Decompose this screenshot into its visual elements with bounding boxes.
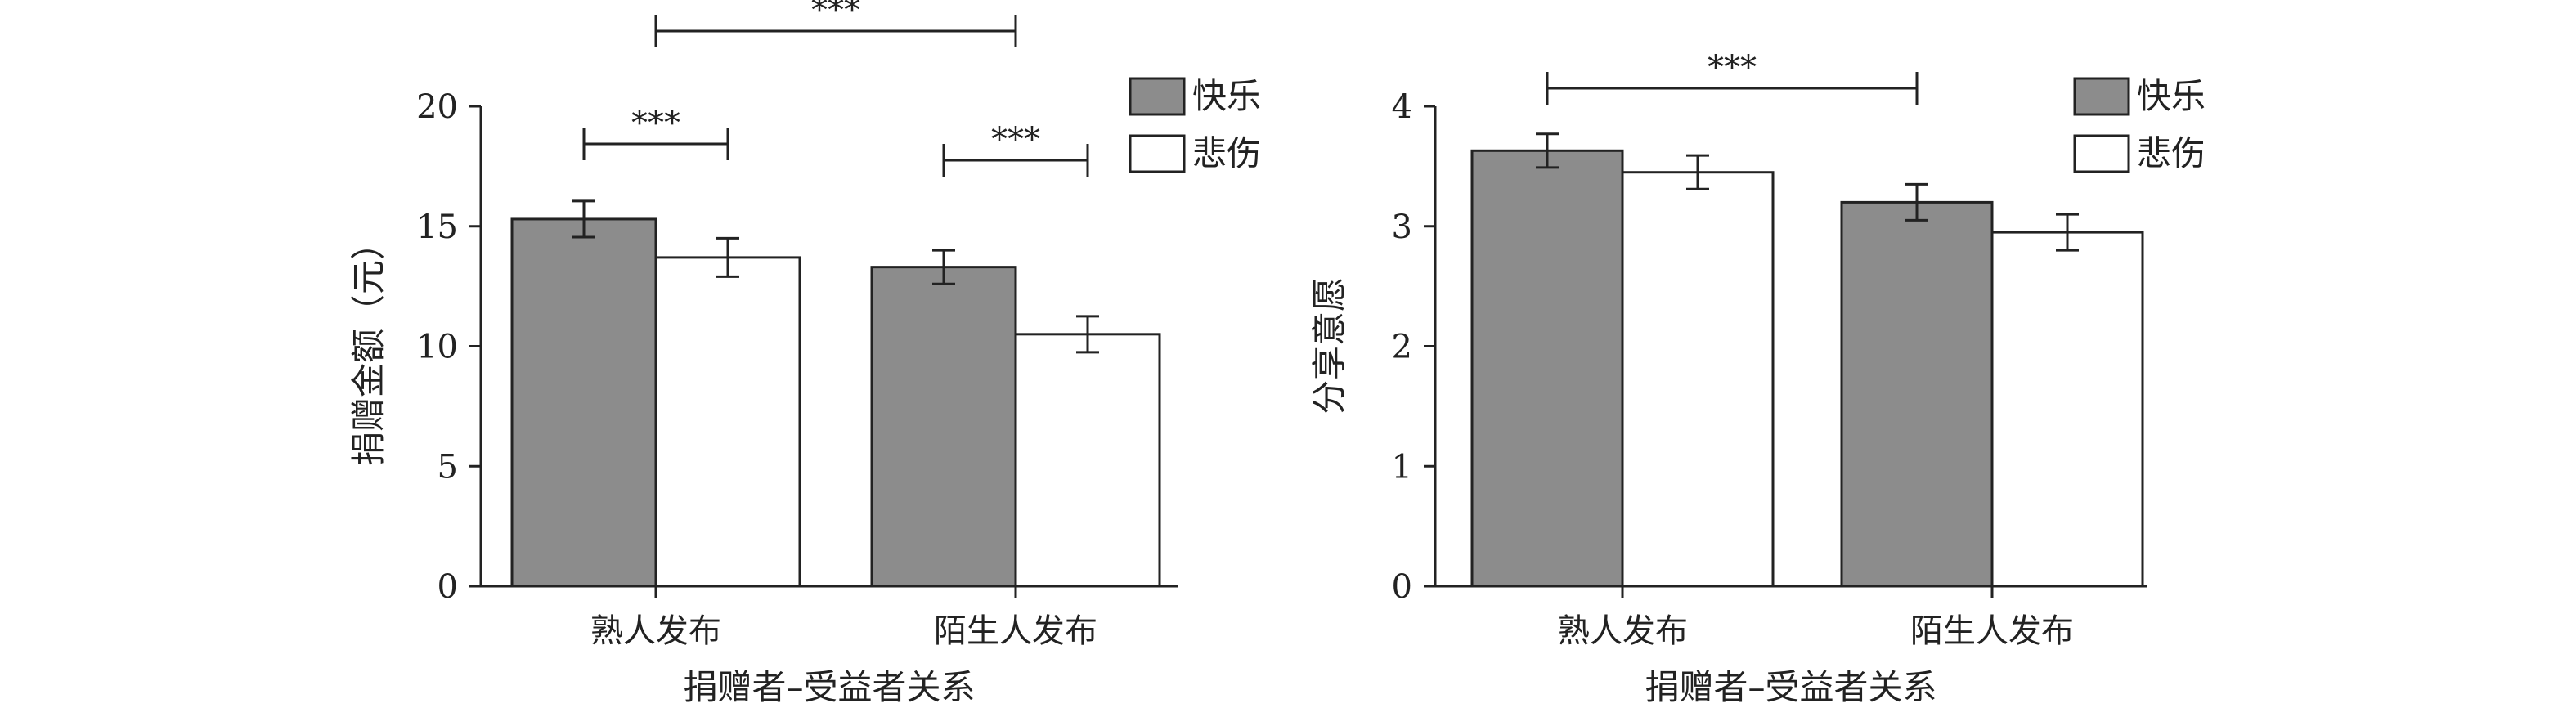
bar-happy-2 bbox=[870, 266, 1017, 588]
legend-swatch-sad bbox=[2073, 134, 2130, 173]
legend-label-sad: 悲伤 bbox=[2137, 133, 2206, 173]
bar-sad-2 bbox=[1014, 333, 1161, 588]
category-label: 熟人发布 bbox=[1557, 612, 1688, 650]
y-tick-label: 5 bbox=[438, 448, 458, 486]
bar-happy-1 bbox=[510, 217, 657, 588]
significance-label: *** bbox=[1708, 49, 1757, 87]
bar-happy-2 bbox=[1840, 200, 1994, 588]
y-tick-label: 20 bbox=[416, 88, 458, 126]
x-axis-title: 捐赠者–受益者关系 bbox=[1645, 667, 1936, 707]
y-tick-label: 0 bbox=[1392, 568, 1412, 606]
y-tick-label: 0 bbox=[438, 568, 458, 606]
y-tick-label: 2 bbox=[1392, 329, 1412, 366]
error-bar-sad-2 bbox=[1076, 315, 1099, 354]
significance-label: *** bbox=[991, 121, 1040, 159]
bar-sad-1 bbox=[1621, 171, 1775, 588]
error-bar-sad-1 bbox=[716, 236, 739, 278]
category-label: 熟人发布 bbox=[590, 612, 721, 650]
legend-label-sad: 悲伤 bbox=[1192, 133, 1261, 173]
error-bar-happy-2 bbox=[1905, 182, 1928, 222]
category-label: 陌生人发布 bbox=[1910, 612, 2074, 650]
y-tick-label: 15 bbox=[416, 208, 458, 246]
legend-swatch-happy bbox=[2073, 77, 2130, 116]
y-axis-title: 分享意愿 bbox=[1309, 277, 1349, 415]
significance-bracket-1: *** bbox=[582, 105, 729, 160]
bar-sad-2 bbox=[1990, 231, 2144, 588]
error-bar-happy-2 bbox=[932, 249, 955, 285]
significance-label: *** bbox=[811, 0, 860, 29]
significance-bracket-3: *** bbox=[654, 0, 1017, 47]
y-tick-label: 3 bbox=[1392, 208, 1412, 246]
significance-bracket-1: *** bbox=[1546, 49, 1919, 105]
legend-swatch-happy bbox=[1129, 77, 1186, 116]
category-label: 陌生人发布 bbox=[934, 612, 1097, 650]
legend-swatch-sad bbox=[1129, 134, 1186, 173]
x-axis-title: 捐赠者–受益者关系 bbox=[683, 667, 975, 707]
bar-happy-1 bbox=[1470, 149, 1624, 588]
y-axis-title: 捐赠金额（元） bbox=[348, 226, 388, 466]
y-tick-label: 4 bbox=[1392, 88, 1412, 126]
legend-label-happy: 快乐 bbox=[1192, 76, 1261, 116]
legend-label-happy: 快乐 bbox=[2137, 76, 2206, 116]
y-tick-label: 1 bbox=[1392, 448, 1412, 486]
error-bar-happy-1 bbox=[572, 199, 595, 239]
significance-bracket-2: *** bbox=[942, 121, 1089, 177]
significance-label: *** bbox=[631, 105, 680, 142]
error-bar-sad-2 bbox=[2056, 213, 2079, 252]
error-bar-happy-1 bbox=[1536, 132, 1559, 169]
bar-sad-1 bbox=[654, 256, 801, 588]
error-bar-sad-1 bbox=[1686, 154, 1709, 190]
y-tick-label: 10 bbox=[416, 329, 458, 366]
